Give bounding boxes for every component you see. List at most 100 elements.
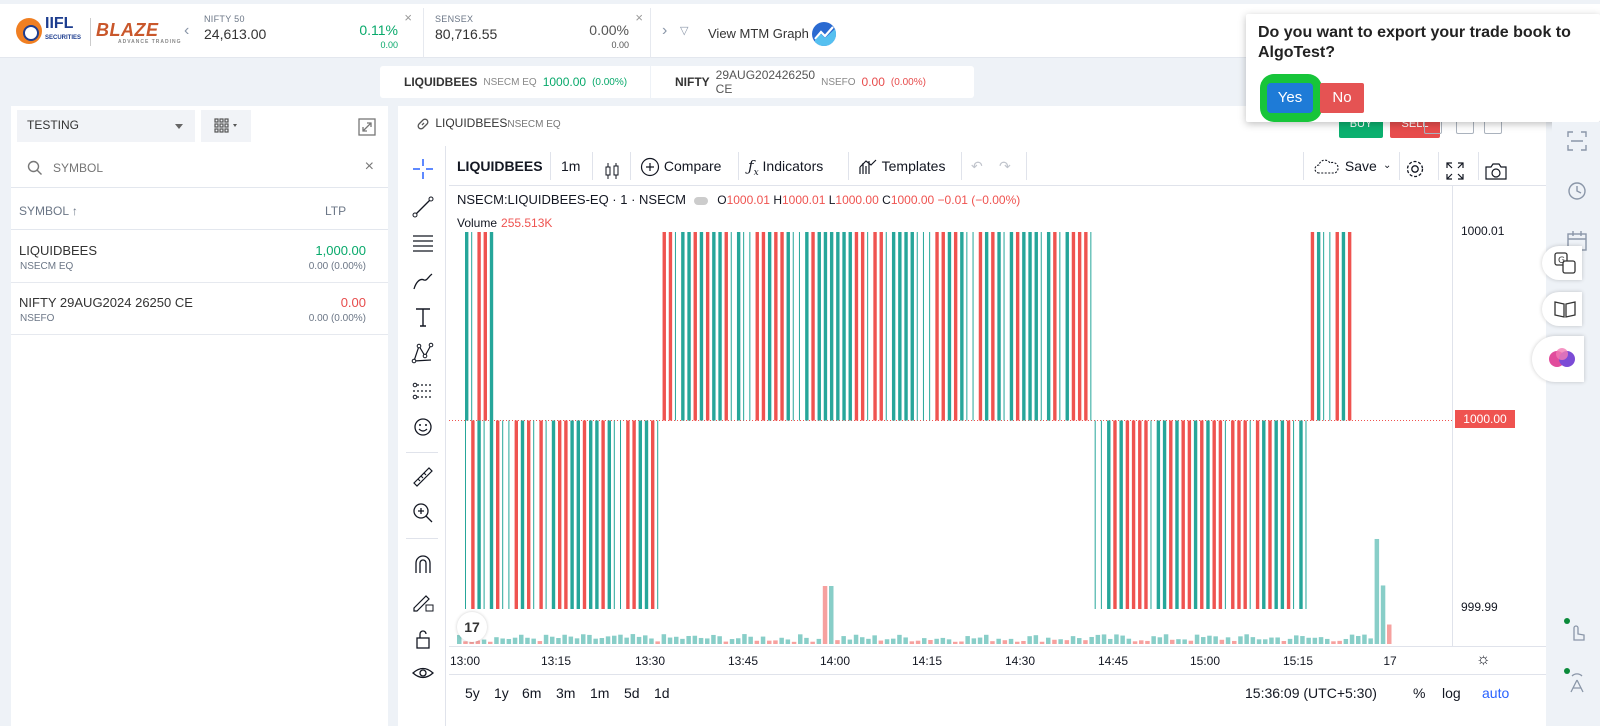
- chart-clock[interactable]: 15:36:09 (UTC+5:30): [1245, 685, 1377, 701]
- index-nifty50[interactable]: NIFTY 50 24,613.00 0.11% 0.00 ×: [204, 10, 412, 54]
- no-button[interactable]: No: [1320, 83, 1364, 113]
- broadcast-icon[interactable]: [1564, 668, 1590, 694]
- search-input[interactable]: [53, 158, 333, 178]
- watchlist-row[interactable]: LIQUIDBEES NSECM EQ 1,000.00 0.00 (0.00%…: [11, 231, 388, 283]
- zoom-in-icon[interactable]: [410, 500, 436, 526]
- interval-button[interactable]: 1m: [561, 158, 581, 174]
- toolbar-divider: [630, 152, 631, 180]
- indicators-button[interactable]: ƒx Indicators: [748, 146, 823, 186]
- tradingview-logo[interactable]: 17: [457, 612, 487, 642]
- watchlist-row[interactable]: NIFTY 29AUG2024 26250 CE NSEFO 0.00 0.00…: [11, 283, 388, 335]
- reader-icon[interactable]: [1542, 292, 1582, 326]
- volume-bar: [1306, 637, 1311, 644]
- touch-icon[interactable]: [1564, 618, 1590, 644]
- compare-button[interactable]: Compare: [640, 146, 721, 186]
- search-icon: [27, 160, 42, 175]
- collapse-legend-icon[interactable]: [693, 196, 708, 205]
- log-toggle[interactable]: log: [1442, 685, 1461, 701]
- auto-toggle[interactable]: auto: [1482, 685, 1510, 701]
- range-6m[interactable]: 6m: [522, 685, 542, 701]
- volume-bar: [1380, 585, 1386, 644]
- redo-icon[interactable]: ↷: [999, 158, 1011, 174]
- time-axis[interactable]: 13:00 13:15 13:30 13:45 14:00 14:15 14:3…: [449, 646, 1546, 674]
- settings-gear-icon[interactable]: [1404, 155, 1426, 178]
- volume-bar: [494, 637, 499, 644]
- expand-icon[interactable]: [358, 118, 376, 136]
- range-1y[interactable]: 1y: [494, 685, 509, 701]
- indices-prev-icon[interactable]: ‹: [184, 22, 190, 39]
- text-icon[interactable]: [410, 304, 436, 330]
- svg-text:G: G: [1558, 256, 1565, 266]
- indices-next-icon[interactable]: ›: [662, 22, 668, 39]
- symbol-search-button[interactable]: LIQUIDBEES-I: [457, 158, 543, 174]
- percent-toggle[interactable]: %: [1413, 685, 1426, 701]
- column-ltp[interactable]: LTP: [325, 204, 347, 218]
- yes-button[interactable]: Yes: [1267, 83, 1313, 113]
- save-dropdown-icon[interactable]: ⌄: [1383, 160, 1392, 171]
- scan-icon[interactable]: [1564, 128, 1590, 154]
- candle-bar: [854, 232, 859, 421]
- candle-type-icon[interactable]: [603, 156, 621, 179]
- forecast-icon[interactable]: [410, 378, 436, 404]
- column-symbol[interactable]: SYMBOL ↑: [19, 204, 78, 218]
- watchlist-select[interactable]: TESTING: [17, 110, 195, 142]
- candle-bar: [1212, 420, 1216, 609]
- camera-icon[interactable]: [1484, 156, 1508, 180]
- candle-bar: [1107, 420, 1111, 609]
- candle-bar: [527, 420, 531, 609]
- candle-bar: [1100, 420, 1102, 609]
- lock-drawing-icon[interactable]: [410, 588, 436, 614]
- row-symbol: NIFTY 29AUG2024 26250 CE: [19, 295, 193, 310]
- fib-retracement-icon[interactable]: [410, 230, 436, 256]
- range-3m[interactable]: 3m: [556, 685, 576, 701]
- volume-bar: [1089, 636, 1094, 644]
- range-5d[interactable]: 5d: [624, 685, 640, 701]
- volume-bar: [593, 638, 598, 644]
- range-5y[interactable]: 5y: [465, 685, 480, 701]
- ticker-exchange: NSECM EQ: [483, 76, 537, 88]
- price-axis[interactable]: 1000.01 1000.00 999.99: [1452, 186, 1546, 646]
- candle-bar: [1274, 420, 1278, 609]
- volume-bar: [1256, 639, 1262, 644]
- candle-bar: [904, 232, 908, 421]
- crosshair-icon[interactable]: [410, 156, 436, 182]
- volume-bar: [1194, 634, 1200, 644]
- ticker-item-liquidbees[interactable]: LIQUIDBEES NSECM EQ 1000.00 (0.00%): [380, 66, 650, 98]
- volume-bar: [742, 634, 747, 644]
- candle-bar: [657, 420, 659, 609]
- ticker-item-nifty[interactable]: NIFTY 29AUG202426250 CE NSEFO 0.00 (0.00…: [651, 66, 926, 98]
- clock-icon[interactable]: [1564, 178, 1590, 204]
- ruler-icon[interactable]: [410, 464, 436, 490]
- trendline-icon[interactable]: [410, 194, 436, 220]
- ai-brain-icon[interactable]: [1532, 336, 1584, 382]
- candle-bar: [508, 420, 510, 609]
- templates-button[interactable]: Templates: [858, 146, 945, 186]
- smiley-icon[interactable]: [410, 414, 436, 440]
- indices-more-icon[interactable]: ▽: [680, 25, 689, 37]
- fullscreen-icon[interactable]: [1445, 156, 1465, 180]
- mtm-graph-icon[interactable]: [812, 22, 836, 46]
- unlock-icon[interactable]: [410, 626, 436, 652]
- axis-settings-icon[interactable]: ☼: [1476, 651, 1491, 668]
- watchlist-grid-button[interactable]: [201, 110, 251, 142]
- magnet-icon[interactable]: [410, 552, 436, 578]
- ticker-price: 1000.00: [542, 75, 587, 89]
- save-button[interactable]: Save: [1313, 146, 1377, 186]
- clear-search-icon[interactable]: ×: [364, 158, 374, 175]
- toolbar-divider: [961, 152, 962, 180]
- range-1m[interactable]: 1m: [590, 685, 610, 701]
- volume-bar: [1002, 640, 1008, 644]
- view-mtm-graph-link[interactable]: View MTM Graph: [708, 26, 809, 41]
- eye-icon[interactable]: [410, 660, 436, 686]
- close-index-icon[interactable]: ×: [635, 10, 643, 25]
- undo-icon[interactable]: ↶: [971, 158, 983, 174]
- legend-low: 1000.00: [835, 193, 879, 207]
- volume-bar: [543, 634, 549, 644]
- brush-icon[interactable]: [410, 268, 436, 294]
- index-sensex[interactable]: SENSEX 80,716.55 0.00% 0.00 ×: [435, 10, 643, 54]
- translate-icon[interactable]: G: [1542, 246, 1582, 280]
- price-chart[interactable]: [449, 186, 1452, 646]
- close-index-icon[interactable]: ×: [404, 10, 412, 25]
- pattern-icon[interactable]: [410, 340, 436, 366]
- range-1d[interactable]: 1d: [654, 685, 670, 701]
